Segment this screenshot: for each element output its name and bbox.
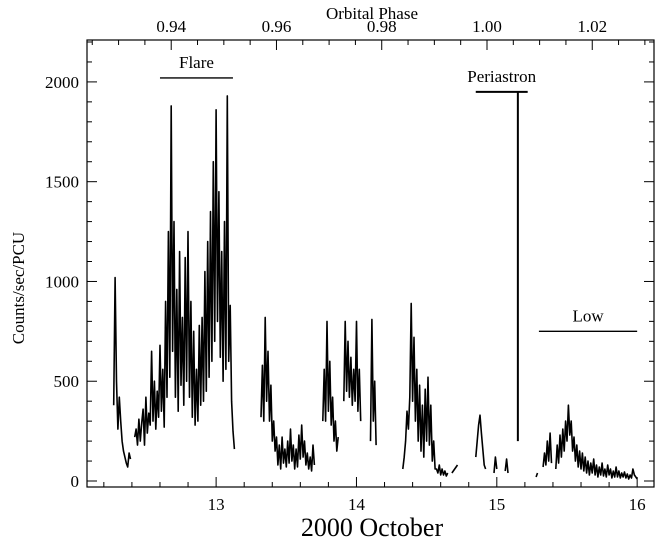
x-tick-label-14: 14 — [348, 495, 366, 514]
x-axis-title: 2000 October — [301, 513, 444, 541]
low-label: Low — [572, 306, 604, 325]
top-tick-label-3: 1.00 — [472, 17, 502, 36]
series-0-segment-10 — [504, 458, 509, 474]
series-0-segment-11 — [555, 404, 638, 480]
top-tick-label-2: 0.98 — [367, 17, 397, 36]
top-tick-label-0: 0.94 — [156, 17, 186, 36]
y-tick-label-1000: 1000 — [45, 272, 79, 291]
series-0-segment-4 — [343, 320, 362, 422]
x-tick-label-13: 13 — [208, 495, 225, 514]
plot-frame — [86, 39, 655, 488]
y-tick-label-1500: 1500 — [45, 173, 79, 192]
axes-layer: 13 14 15 16 0 500 1000 1500 2000 0.94 0.96 0.98 1.00… — [45, 17, 655, 514]
x-tick-label-16: 16 — [629, 495, 646, 514]
series-0-segment-12 — [542, 432, 553, 468]
top-axis-title: Orbital Phase — [326, 4, 418, 23]
series-0-segment-7 — [451, 464, 459, 474]
x-tick-label-15: 15 — [488, 495, 505, 514]
series-0-segment-0 — [112, 276, 132, 468]
top-tick-label-1: 0.96 — [262, 17, 292, 36]
series-0-segment-5 — [369, 318, 377, 446]
annotation-layer: Flare Periastron Low — [159, 53, 638, 442]
series-0-segment-13 — [535, 472, 539, 478]
y-tick-label-2000: 2000 — [45, 73, 79, 92]
series-0-segment-3 — [322, 320, 339, 452]
series-0-segment-9 — [493, 456, 498, 474]
series-layer — [112, 95, 638, 480]
y-tick-label-500: 500 — [54, 372, 80, 391]
series-0-segment-2 — [260, 316, 316, 472]
series-0-segment-6 — [402, 302, 449, 477]
series-0-segment-1 — [133, 95, 236, 450]
series-0-segment-8 — [475, 414, 487, 470]
flare-label: Flare — [179, 53, 214, 72]
top-tick-label-4: 1.02 — [577, 17, 607, 36]
y-tick-label-0: 0 — [71, 472, 80, 491]
periastron-label: Periastron — [467, 67, 536, 86]
y-axis-title: Counts/sec/PCU — [9, 232, 28, 344]
